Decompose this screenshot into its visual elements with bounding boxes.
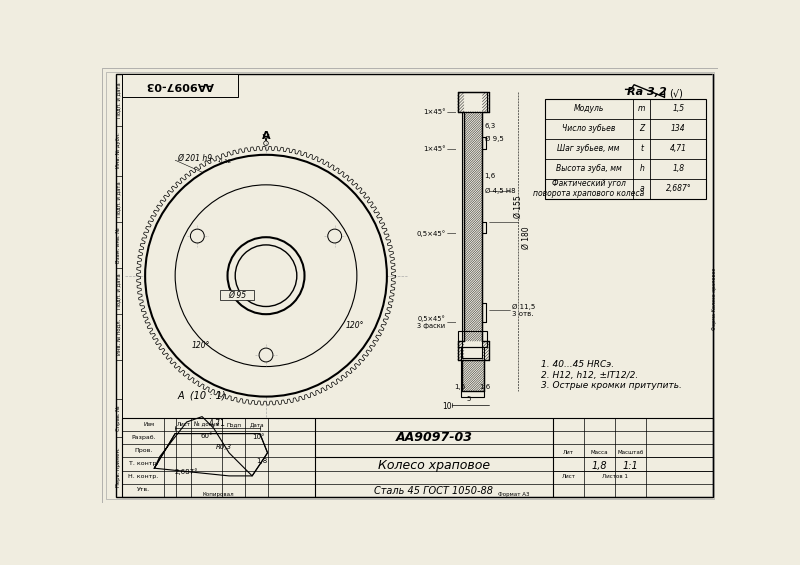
Text: Фактический угол
поворота храпового колеса: Фактический угол поворота храпового коле…: [533, 179, 644, 198]
Text: Копировал: Копировал: [202, 492, 234, 497]
Text: 2. H12, h12, ±IT12/2.: 2. H12, h12, ±IT12/2.: [541, 371, 638, 380]
Text: 10°: 10°: [252, 434, 265, 440]
Text: 60°: 60°: [201, 433, 213, 439]
Text: Ø 95: Ø 95: [229, 290, 246, 299]
Text: Подп: Подп: [226, 422, 241, 427]
Text: -0,12: -0,12: [218, 159, 232, 164]
Text: Перв. примен.: Перв. примен.: [117, 447, 122, 487]
Circle shape: [235, 245, 297, 306]
Text: Ø 155: Ø 155: [514, 195, 523, 218]
Text: Ø 4,5 H8: Ø 4,5 H8: [485, 188, 515, 194]
Text: 1,8: 1,8: [592, 461, 607, 471]
Circle shape: [145, 155, 387, 397]
Text: Инв. № дубл.: Инв. № дубл.: [117, 133, 122, 168]
Circle shape: [259, 348, 273, 362]
Text: 2,687°: 2,687°: [175, 469, 198, 475]
Text: Ø 11,5
3 отв.: Ø 11,5 3 отв.: [512, 304, 535, 317]
Text: 1×45°: 1×45°: [422, 146, 446, 151]
Text: 1,6: 1,6: [485, 172, 496, 179]
Text: 134: 134: [671, 124, 686, 133]
Text: Подп. и дата: Подп. и дата: [117, 181, 122, 216]
Text: Взам. инв. №: Взам. инв. №: [117, 227, 122, 263]
Bar: [462, 112, 482, 358]
Text: Ra 3,2: Ra 3,2: [626, 88, 666, 97]
Text: Дата: Дата: [250, 422, 264, 427]
Text: Разраб.: Разраб.: [131, 435, 156, 440]
Text: 120°: 120°: [191, 341, 210, 350]
Text: 0,5×45°
3 фаски: 0,5×45° 3 фаски: [418, 315, 446, 329]
Circle shape: [137, 146, 395, 405]
Text: Лит: Лит: [563, 450, 574, 454]
Text: 2,687°: 2,687°: [666, 184, 691, 193]
Text: 6,3: 6,3: [485, 123, 496, 129]
Text: АА9097-03: АА9097-03: [395, 431, 472, 444]
Text: 1,8: 1,8: [672, 164, 685, 173]
Bar: [456, 91, 489, 393]
Bar: [545, 99, 706, 199]
Text: h: h: [639, 164, 644, 173]
Text: 10: 10: [442, 402, 451, 411]
Text: Форма Колесо храповое: Форма Колесо храповое: [713, 268, 718, 330]
Text: Колесо храповое: Колесо храповое: [378, 459, 490, 472]
Text: Справ. №: Справ. №: [117, 405, 122, 431]
Text: Подп. и дата: Подп. и дата: [117, 82, 122, 118]
Circle shape: [227, 237, 305, 314]
Text: Изм: Изм: [143, 422, 154, 427]
Text: Подп. и дата: Подп. и дата: [117, 273, 122, 309]
Text: 4,71: 4,71: [209, 419, 226, 428]
Text: Утв.: Утв.: [137, 487, 150, 492]
Text: Ø 9,5: Ø 9,5: [485, 136, 503, 142]
Bar: [461, 346, 484, 397]
Bar: [220, 289, 254, 301]
Text: Ø 180: Ø 180: [522, 226, 530, 249]
Text: t: t: [640, 144, 643, 153]
Text: R0,3: R0,3: [216, 444, 232, 450]
Text: Н. контр.: Н. контр.: [129, 474, 158, 479]
Text: Сталь 45 ГОСТ 1050-88: Сталь 45 ГОСТ 1050-88: [374, 486, 494, 496]
Text: 1×45°: 1×45°: [422, 108, 446, 115]
Text: Шаг зубьев, мм: Шаг зубьев, мм: [558, 144, 620, 153]
Bar: [122, 418, 713, 497]
Text: А  (10 : 1): А (10 : 1): [178, 390, 226, 400]
Text: Масштаб: Масштаб: [617, 450, 643, 454]
Text: 1:1: 1:1: [622, 461, 638, 471]
Text: Z: Z: [639, 124, 644, 133]
Text: Пров.: Пров.: [134, 448, 153, 453]
Circle shape: [328, 229, 342, 243]
Text: 120°: 120°: [346, 321, 364, 331]
Text: Лист: Лист: [562, 474, 576, 479]
Circle shape: [175, 185, 357, 367]
Text: № докум: № докум: [194, 421, 219, 427]
Text: Инв. № подл.: Инв. № подл.: [117, 319, 122, 355]
Text: 1,6: 1,6: [479, 384, 490, 390]
Text: m: m: [638, 104, 646, 113]
Text: 3. Острые кромки притупить.: 3. Острые кромки притупить.: [541, 381, 682, 390]
Bar: [458, 331, 487, 346]
Text: Формат А3: Формат А3: [498, 492, 530, 497]
Text: Т. контр.: Т. контр.: [129, 461, 158, 466]
Text: Число зубьев: Число зубьев: [562, 124, 615, 133]
Text: Листов 1: Листов 1: [602, 474, 628, 479]
Text: Высота зуба, мм: Высота зуба, мм: [556, 164, 622, 173]
Bar: [122, 74, 238, 97]
Text: 1,6: 1,6: [454, 384, 466, 390]
Text: Лист: Лист: [177, 422, 190, 427]
Text: 5: 5: [466, 396, 470, 402]
Circle shape: [190, 229, 204, 243]
Text: 1,8: 1,8: [256, 458, 267, 463]
Text: Масса: Масса: [590, 450, 608, 454]
Text: 4,71: 4,71: [670, 144, 687, 153]
Text: 1. 40...45 HRCэ.: 1. 40...45 HRCэ.: [541, 360, 614, 369]
Text: АА9097-03: АА9097-03: [146, 80, 214, 90]
Bar: [458, 93, 487, 112]
Text: 1,5: 1,5: [672, 104, 685, 113]
Text: 0,5×45°: 0,5×45°: [416, 230, 446, 237]
Text: (√): (√): [670, 88, 683, 98]
Text: a: a: [639, 184, 644, 193]
Text: A: A: [262, 131, 270, 141]
Text: Модуль: Модуль: [574, 104, 604, 113]
Text: Ø 201 h9: Ø 201 h9: [178, 154, 213, 163]
